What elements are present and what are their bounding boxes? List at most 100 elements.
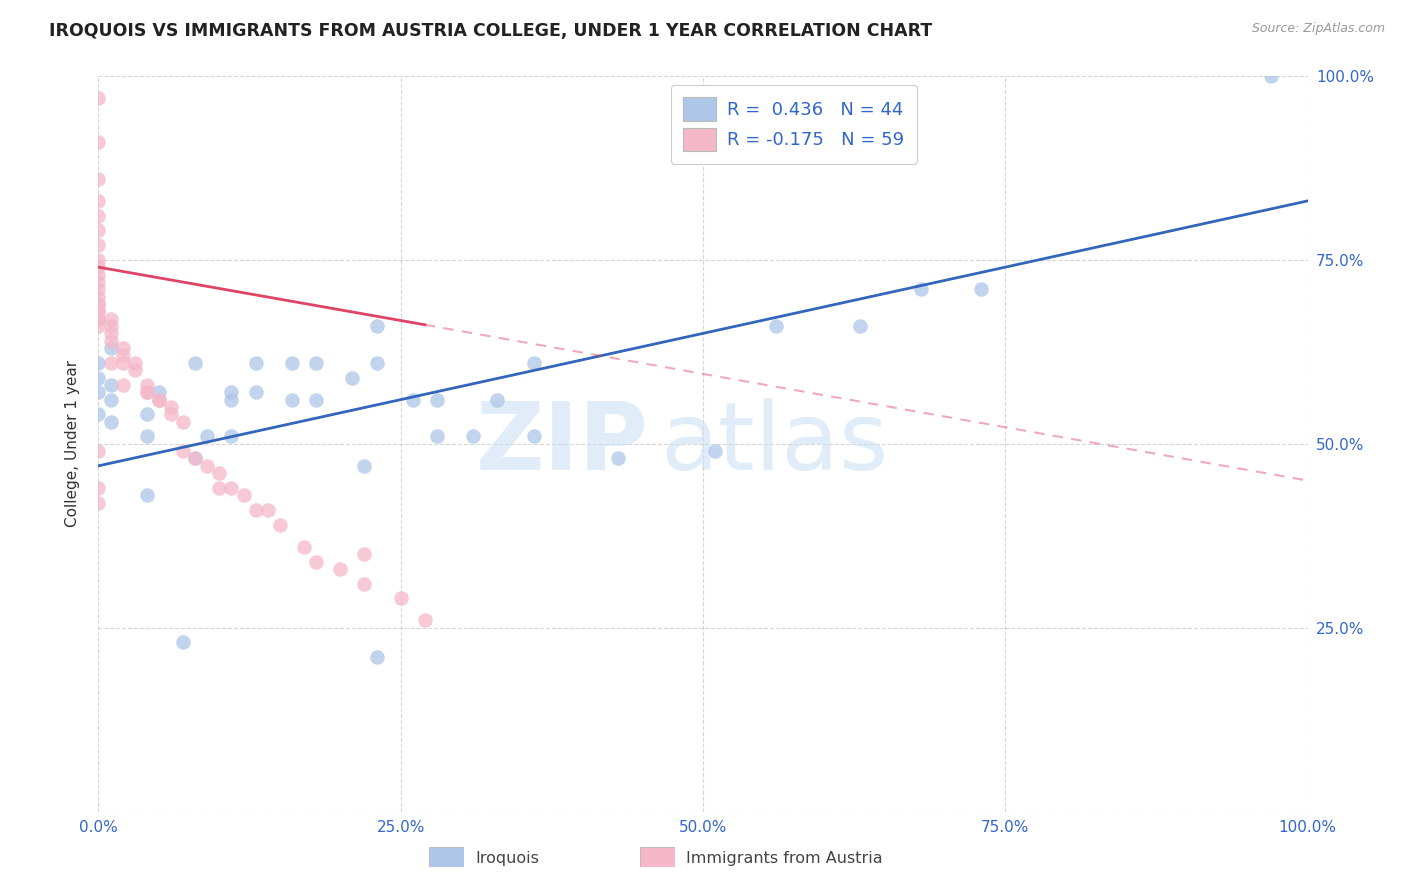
Point	[849, 318, 872, 333]
Point	[232, 488, 254, 502]
Point	[426, 392, 449, 407]
Point	[221, 481, 243, 495]
Point	[269, 517, 291, 532]
Point	[87, 407, 110, 421]
Point	[100, 392, 122, 407]
Text: atlas: atlas	[661, 398, 889, 490]
Point	[87, 496, 110, 510]
Point	[353, 576, 375, 591]
Point	[184, 356, 207, 370]
Point	[135, 378, 157, 392]
Point	[87, 268, 110, 282]
Point	[87, 356, 110, 370]
Point	[353, 547, 375, 561]
Point	[184, 451, 207, 466]
Point	[184, 451, 207, 466]
Point	[389, 591, 412, 606]
Point	[172, 444, 194, 458]
Point	[135, 385, 157, 400]
Point	[402, 392, 425, 407]
Point	[1260, 69, 1282, 83]
Point	[366, 318, 388, 333]
Point	[148, 392, 170, 407]
Point	[208, 466, 231, 480]
Point	[87, 171, 110, 186]
Point	[87, 223, 110, 237]
Point	[100, 415, 122, 429]
Point	[111, 356, 134, 370]
Point	[245, 503, 267, 517]
Point	[704, 444, 727, 458]
Point	[221, 429, 243, 443]
Point	[366, 356, 388, 370]
Point	[87, 311, 110, 326]
Point	[342, 370, 364, 384]
Point	[195, 429, 218, 443]
Point	[87, 289, 110, 303]
Point	[160, 407, 183, 421]
Point	[87, 238, 110, 252]
Point	[87, 304, 110, 318]
Point	[87, 304, 110, 318]
Point	[523, 356, 546, 370]
Point	[87, 370, 110, 384]
Point	[305, 392, 328, 407]
Point	[329, 562, 352, 576]
Point	[135, 488, 157, 502]
Point	[148, 385, 170, 400]
Point	[281, 356, 304, 370]
Point	[221, 385, 243, 400]
Point	[135, 385, 157, 400]
Point	[100, 334, 122, 348]
Text: ZIP: ZIP	[475, 398, 648, 490]
Point	[523, 429, 546, 443]
Point	[366, 650, 388, 665]
Point	[124, 356, 146, 370]
Point	[607, 451, 630, 466]
Point	[87, 252, 110, 267]
Point	[765, 318, 787, 333]
Text: Immigrants from Austria: Immigrants from Austria	[686, 851, 883, 865]
Point	[160, 400, 183, 414]
Point	[305, 554, 328, 569]
Point	[135, 429, 157, 443]
Point	[208, 481, 231, 495]
Point	[87, 444, 110, 458]
Point	[413, 614, 436, 628]
Legend: R =  0.436   N = 44, R = -0.175   N = 59: R = 0.436 N = 44, R = -0.175 N = 59	[671, 85, 917, 164]
Point	[172, 415, 194, 429]
Point	[221, 392, 243, 407]
Point	[195, 458, 218, 473]
Point	[111, 341, 134, 355]
Point	[100, 378, 122, 392]
Point	[256, 503, 278, 517]
Point	[426, 429, 449, 443]
Point	[100, 356, 122, 370]
Point	[87, 209, 110, 223]
Text: Iroquois: Iroquois	[475, 851, 538, 865]
Point	[100, 341, 122, 355]
Point	[281, 392, 304, 407]
Point	[87, 91, 110, 105]
Point	[353, 458, 375, 473]
Point	[172, 635, 194, 649]
Point	[87, 194, 110, 208]
Point	[87, 318, 110, 333]
Point	[87, 297, 110, 311]
Point	[135, 407, 157, 421]
Point	[100, 311, 122, 326]
Point	[910, 282, 932, 296]
Point	[87, 282, 110, 296]
Point	[486, 392, 509, 407]
Point	[148, 392, 170, 407]
Point	[87, 135, 110, 149]
Point	[111, 378, 134, 392]
Point	[124, 363, 146, 377]
Point	[87, 297, 110, 311]
Y-axis label: College, Under 1 year: College, Under 1 year	[65, 360, 80, 527]
Point	[87, 385, 110, 400]
Point	[292, 540, 315, 554]
Point	[111, 348, 134, 362]
Point	[305, 356, 328, 370]
Point	[970, 282, 993, 296]
